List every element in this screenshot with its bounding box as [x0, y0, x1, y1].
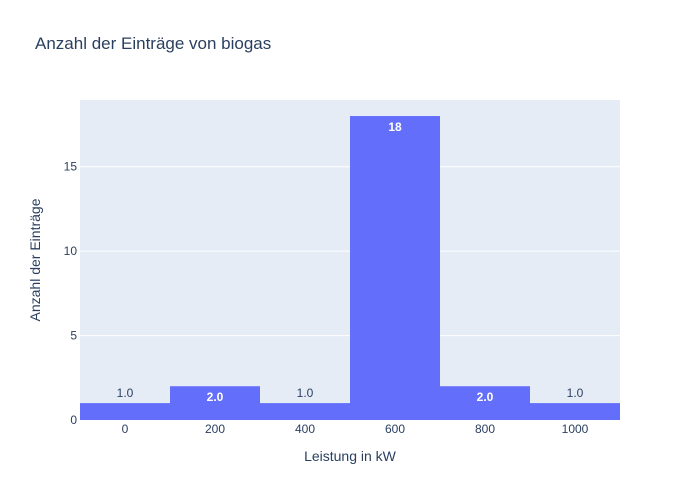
y-tick-label: 5 — [70, 329, 77, 343]
bar[interactable] — [80, 403, 170, 420]
x-tick-label: 800 — [475, 422, 495, 436]
y-axis-title: Anzahl der Einträge — [27, 198, 43, 321]
bar-data-label: 2.0 — [207, 390, 224, 404]
bar-data-label: 1.0 — [567, 386, 584, 400]
bar[interactable] — [350, 116, 440, 421]
bar[interactable] — [530, 403, 620, 420]
x-tick-label: 200 — [205, 422, 225, 436]
x-tick-label: 600 — [385, 422, 405, 436]
x-tick-label: 0 — [122, 422, 129, 436]
chart-title: Anzahl der Einträge von biogas — [35, 34, 272, 53]
bar[interactable] — [440, 386, 530, 420]
data-label-layer: 1.0 2.0 1.0 18 2.0 1.0 — [117, 120, 584, 404]
bar-layer — [80, 116, 620, 421]
bar[interactable] — [170, 386, 260, 420]
bar-data-label: 1.0 — [297, 386, 314, 400]
y-tick-label: 10 — [64, 244, 78, 258]
x-tick-label: 1000 — [562, 422, 589, 436]
bar-data-label: 1.0 — [117, 386, 134, 400]
y-tick-layer: 0 5 10 15 — [64, 160, 78, 427]
bar-data-label: 2.0 — [477, 390, 494, 404]
x-axis-title: Leistung in kW — [304, 448, 397, 464]
bar-data-label: 18 — [388, 120, 402, 134]
x-tick-layer: 0 200 400 600 800 1000 — [122, 422, 589, 436]
y-tick-label: 0 — [70, 413, 77, 427]
y-tick-label: 15 — [64, 160, 78, 174]
bar[interactable] — [260, 403, 350, 420]
x-tick-label: 400 — [295, 422, 315, 436]
